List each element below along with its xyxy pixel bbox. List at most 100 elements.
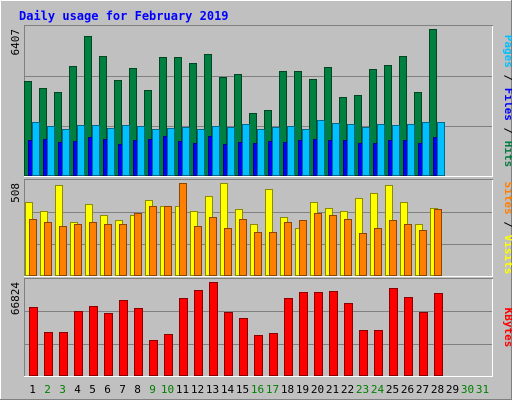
x-tick-label: 27 [416, 383, 429, 396]
bar-pages-day-11 [182, 127, 190, 176]
x-tick-label: 25 [386, 383, 399, 396]
bar-sites-day-7 [119, 224, 127, 276]
bar-sites-day-21 [329, 215, 337, 276]
x-tick-label: 11 [176, 383, 189, 396]
panel-1: 6407 Pages / Files / Hits [9, 25, 512, 177]
bar-pages-day-15 [242, 124, 250, 176]
bar-pages-day-6 [107, 128, 115, 176]
x-tick-label: 9 [149, 383, 156, 396]
x-tick-label: 28 [431, 383, 444, 396]
bar-sites-day-14 [224, 228, 232, 276]
bar-sites-day-5 [89, 222, 97, 276]
bar-pages-day-12 [197, 129, 205, 176]
x-tick-label: 20 [311, 383, 324, 396]
bar-sites-day-2 [44, 222, 52, 276]
x-tick-label: 19 [296, 383, 309, 396]
bar-kbytes-day-22 [344, 303, 353, 376]
legend-separator: / [502, 215, 512, 235]
x-tick-label: 24 [371, 383, 385, 396]
bar-kbytes-day-24 [374, 330, 383, 376]
bar-sites-day-19 [299, 220, 307, 276]
x-tick-label: 13 [206, 383, 219, 396]
x-tick-label: 5 [89, 383, 96, 396]
bar-sites-day-4 [74, 224, 82, 276]
series-kbytes [29, 282, 443, 376]
bar-kbytes-day-12 [194, 290, 203, 376]
bar-kbytes-day-2 [44, 332, 53, 376]
y-max-label: 6407 [9, 29, 22, 56]
bar-pages-day-22 [347, 124, 355, 176]
bar-sites-day-10 [164, 206, 172, 276]
bar-kbytes-day-10 [164, 334, 173, 376]
x-tick-label: 2 [44, 383, 51, 396]
x-tick-label: 6 [104, 383, 111, 396]
bar-sites-day-25 [389, 220, 397, 276]
bar-pages-day-24 [377, 124, 385, 176]
bar-pages-day-10 [167, 128, 175, 176]
bar-sites-day-26 [404, 224, 412, 276]
bar-kbytes-day-28 [434, 293, 443, 376]
x-tick-label: 8 [134, 383, 141, 396]
y-max-label: 508 [9, 183, 22, 203]
bar-sites-day-28 [434, 209, 442, 276]
chart-panels: 6407 Pages / Files / Hits 508 Sites / Visit… [9, 25, 512, 377]
bar-pages-day-23 [362, 127, 370, 176]
x-tick-label: 30 [461, 383, 474, 396]
bar-sites-day-13 [209, 217, 217, 276]
bar-kbytes-day-11 [179, 298, 188, 376]
bar-pages-day-27 [422, 122, 430, 176]
series-legend-label: Pages / Files / Hits [502, 35, 512, 168]
bar-pages-day-7 [122, 125, 130, 176]
bar-kbytes-day-15 [239, 318, 248, 376]
bar-kbytes-day-23 [359, 330, 368, 376]
bar-kbytes-day-25 [389, 288, 398, 376]
bar-kbytes-day-27 [419, 312, 428, 376]
panel-3: 66824 KBytes [9, 278, 512, 377]
bar-sites-day-20 [314, 213, 322, 276]
bar-kbytes-day-14 [224, 312, 233, 376]
bar-sites-day-24 [374, 228, 382, 276]
x-tick-label: 14 [221, 383, 235, 396]
x-tick-label: 3 [59, 383, 66, 396]
x-tick-label: 4 [74, 383, 81, 396]
bar-pages-day-20 [317, 120, 325, 176]
bar-pages-day-17 [272, 127, 280, 176]
bar-sites-day-1 [29, 219, 37, 276]
bar-sites-day-12 [194, 226, 202, 276]
x-tick-label: 17 [266, 383, 279, 396]
bar-pages-day-19 [302, 129, 310, 176]
bar-pages-day-9 [152, 129, 160, 176]
x-tick-label: 26 [401, 383, 414, 396]
x-tick-label: 18 [281, 383, 294, 396]
bar-sites-day-17 [269, 232, 277, 276]
bar-pages-day-4 [77, 125, 85, 176]
bar-pages-day-2 [47, 126, 55, 176]
bar-sites-day-23 [359, 233, 367, 276]
x-tick-label: 31 [476, 383, 489, 396]
bar-pages-day-25 [392, 125, 400, 176]
bar-pages-day-3 [62, 129, 70, 176]
bar-pages-day-26 [407, 124, 415, 176]
legend-files: Files [502, 88, 512, 121]
bar-sites-day-18 [284, 222, 292, 276]
bar-pages-day-13 [212, 126, 220, 176]
bar-sites-day-8 [134, 213, 142, 276]
x-tick-label: 22 [341, 383, 354, 396]
x-tick-label: 12 [191, 383, 204, 396]
bar-sites-day-3 [59, 226, 67, 276]
bar-sites-day-6 [104, 224, 112, 276]
bar-pages-day-16 [257, 129, 265, 176]
bar-kbytes-day-17 [269, 333, 278, 376]
bar-sites-day-11 [179, 183, 187, 276]
bar-kbytes-day-5 [89, 306, 98, 376]
bar-kbytes-day-9 [149, 340, 158, 376]
bar-kbytes-day-21 [329, 291, 338, 376]
legend-pages: Pages [502, 35, 512, 68]
panel-2: 508 Sites / Visits [9, 179, 512, 277]
bar-kbytes-day-3 [59, 332, 68, 376]
bar-kbytes-day-1 [29, 307, 38, 376]
bar-kbytes-day-7 [119, 300, 128, 376]
bar-pages-day-8 [137, 126, 145, 176]
legend-sites: Sites [502, 182, 512, 215]
